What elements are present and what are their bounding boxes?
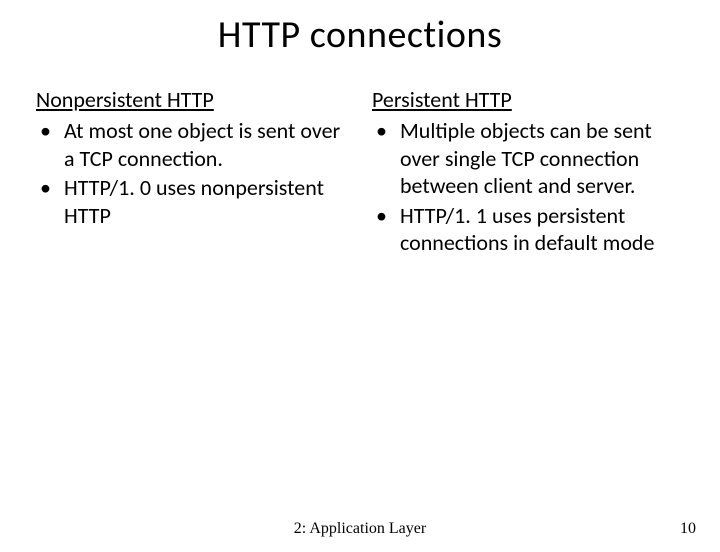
list-item: HTTP/1. 0 uses nonpersistent HTTP [36,174,348,229]
slide: HTTP connections Nonpersistent HTTP At m… [0,12,720,552]
right-column-heading: Persistent HTTP [372,86,684,113]
slide-title: HTTP connections [0,12,720,58]
left-bullet-list: At most one object is sent over a TCP co… [36,117,348,229]
right-bullet-list: Multiple objects can be sent over single… [372,117,684,257]
left-column-heading: Nonpersistent HTTP [36,86,348,113]
two-column-body: Nonpersistent HTTP At most one object is… [0,86,720,259]
footer-text: 2: Application Layer [0,520,720,538]
list-item: Multiple objects can be sent over single… [372,117,684,200]
left-column: Nonpersistent HTTP At most one object is… [36,86,348,259]
right-column: Persistent HTTP Multiple objects can be … [372,86,684,259]
list-item: HTTP/1. 1 uses persistent connections in… [372,202,684,257]
page-number: 10 [680,520,696,538]
list-item: At most one object is sent over a TCP co… [36,117,348,172]
